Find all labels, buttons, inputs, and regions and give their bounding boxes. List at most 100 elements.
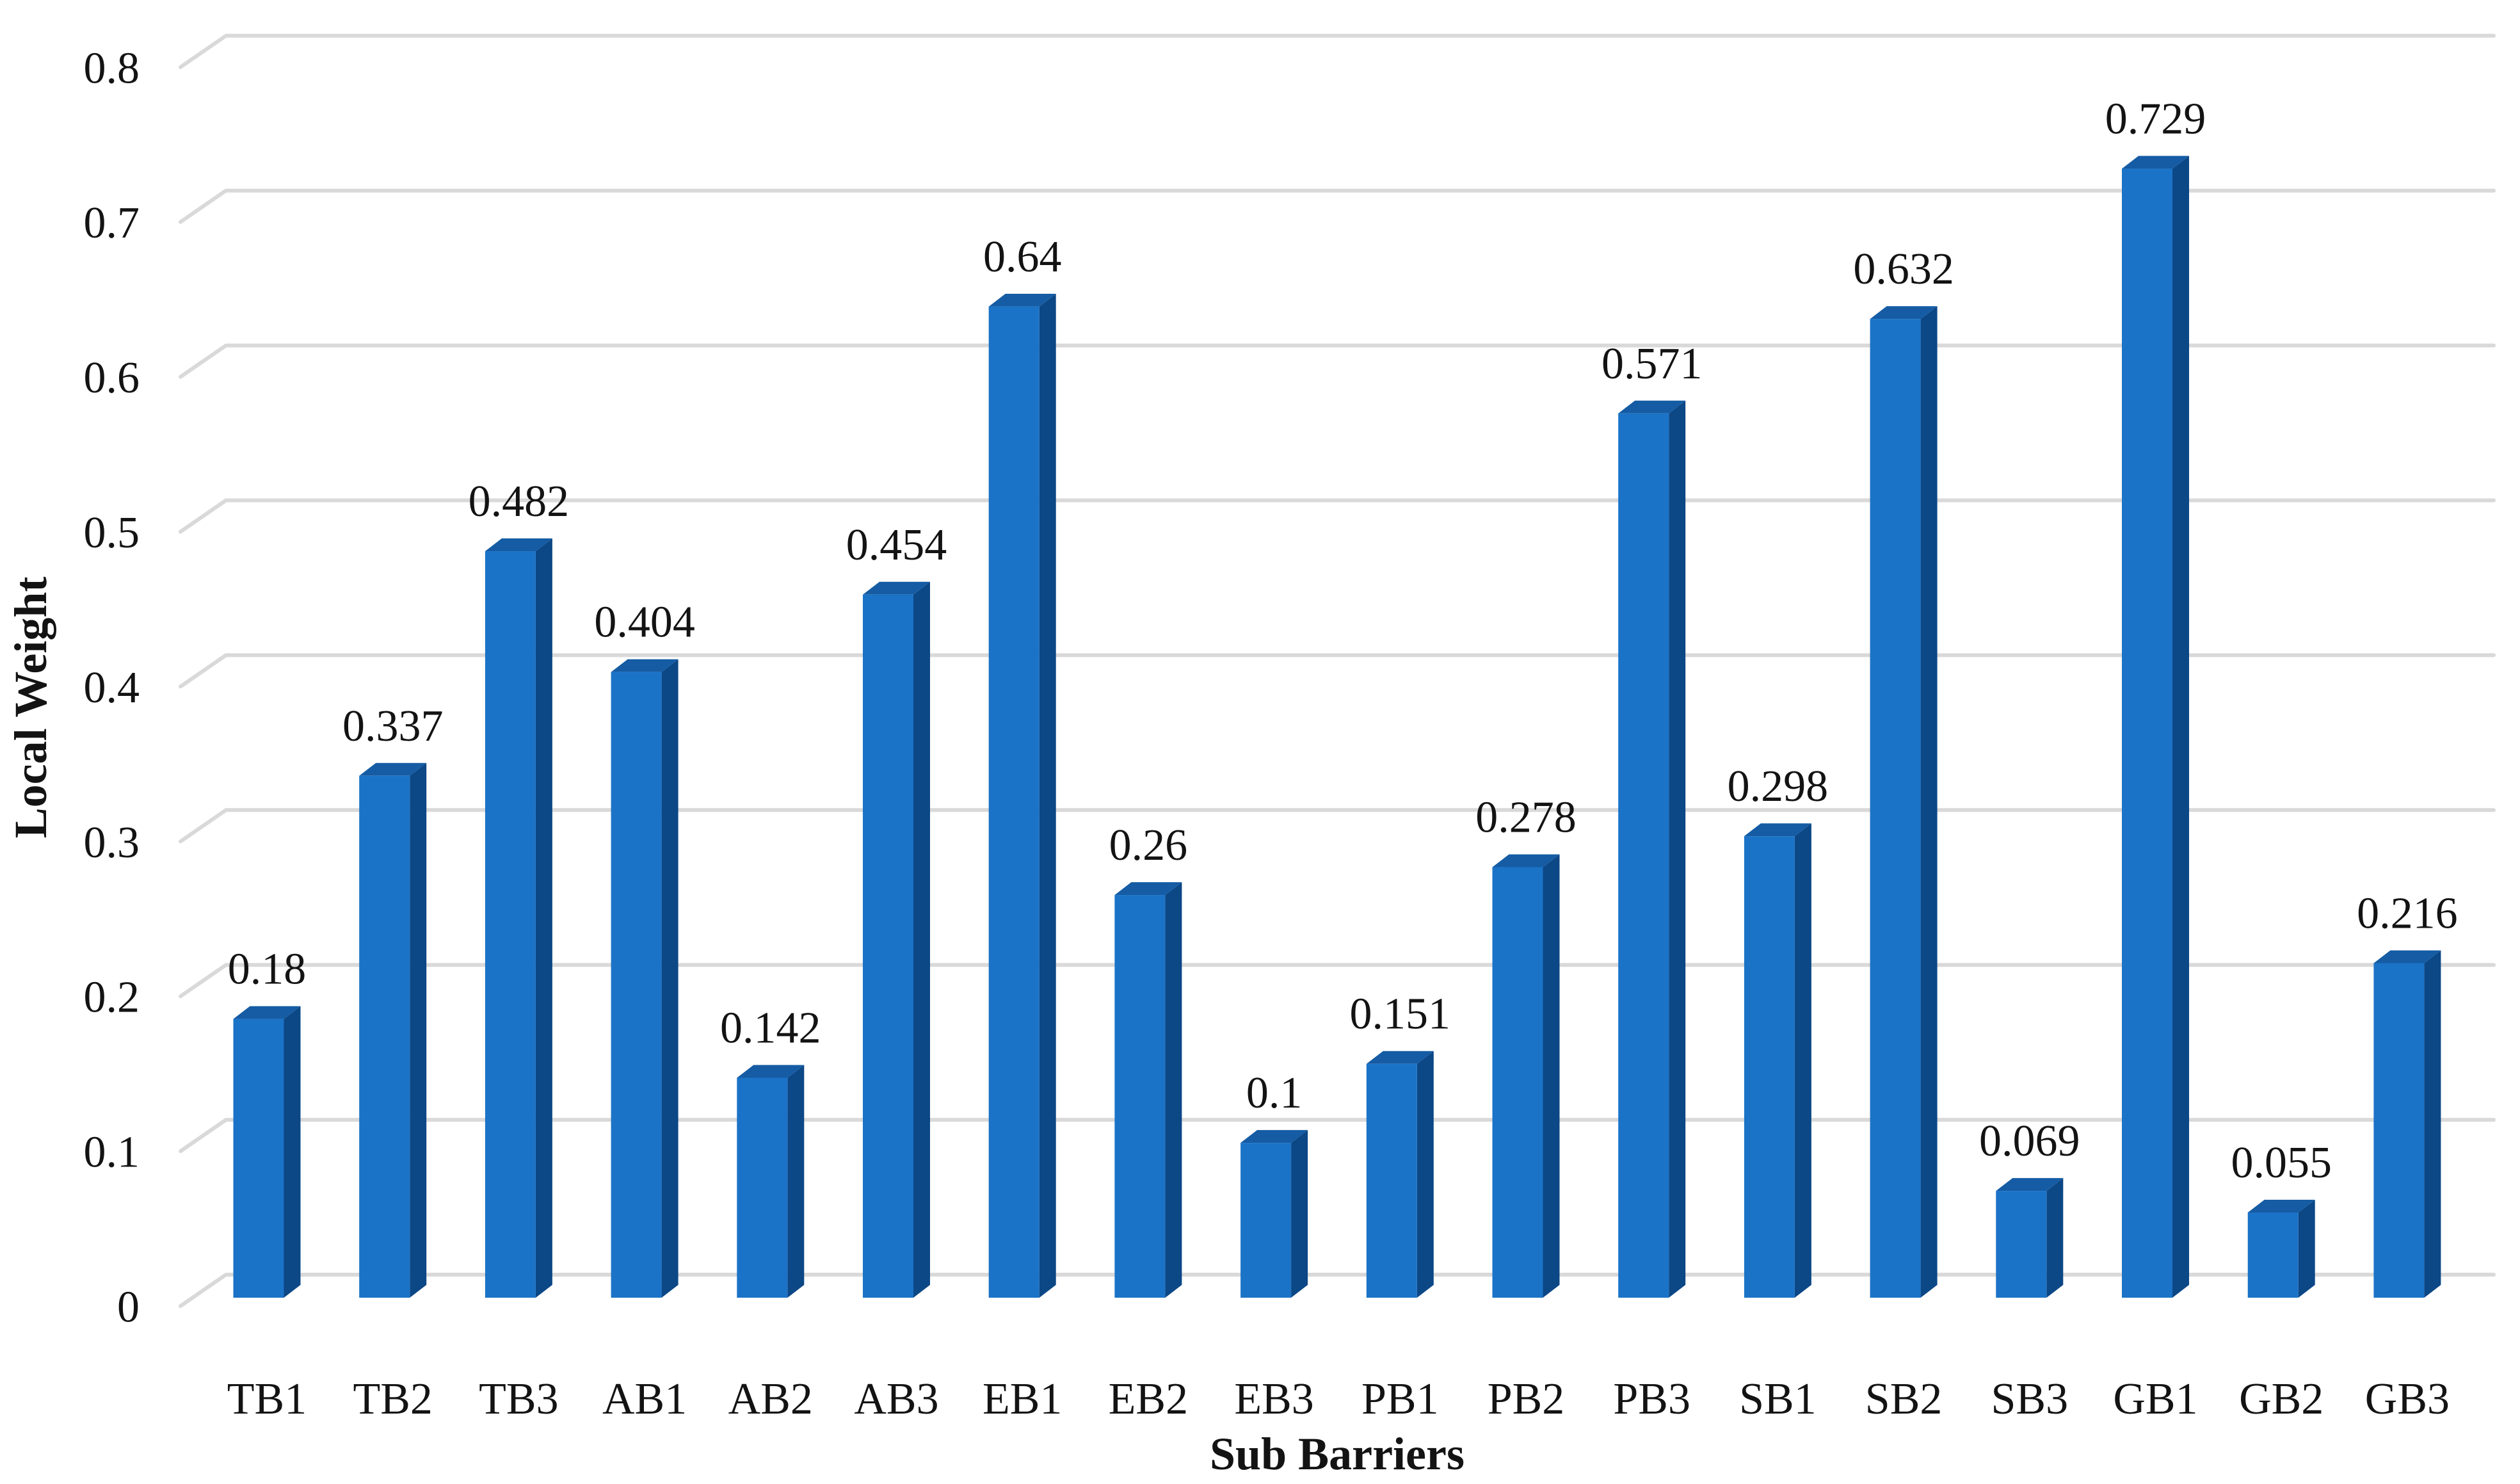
y-tick-0.3: 0.3 (84, 818, 140, 867)
bar-front-face (1996, 1191, 2047, 1298)
bar-front-face (359, 775, 410, 1298)
bar-PB2 (1492, 854, 1560, 1298)
y-tick-0.4: 0.4 (84, 663, 140, 713)
value-label-EB1: 0.64 (983, 232, 1062, 282)
bar-front-face (988, 306, 1039, 1298)
bar-side-face (1543, 854, 1560, 1298)
bar-front-face (1366, 1063, 1417, 1298)
value-label-AB3: 0.454 (846, 520, 947, 570)
y-tick-0.6: 0.6 (84, 353, 140, 403)
bar-top-face (2122, 156, 2189, 169)
gridlines (179, 33, 2496, 1308)
bar-front-face (611, 672, 662, 1298)
bar-side-face (913, 581, 930, 1298)
y-tick-0.5: 0.5 (84, 508, 140, 558)
bar-TB1 (233, 1006, 301, 1298)
bar-front-face (1870, 319, 1921, 1298)
bar-side-face (787, 1065, 805, 1298)
bar-GB3 (2373, 950, 2441, 1298)
bar-top-face (1114, 882, 1182, 896)
gridline-0.7 (179, 188, 2496, 224)
category-label-SB1: SB1 (1739, 1375, 1817, 1424)
y-axis-tick-labels: 0 0.1 0.2 0.3 0.4 0.5 0.6 0.7 0.8 (84, 44, 140, 1332)
bar-side-face (2172, 156, 2189, 1298)
bar-side-face (1920, 306, 1938, 1298)
bar-side-face (2424, 950, 2441, 1298)
bar-front-face (2122, 168, 2172, 1298)
bars (233, 156, 2441, 1298)
bar-top-face (1492, 854, 1560, 867)
bar-AB3 (863, 581, 930, 1298)
bar-AB2 (737, 1065, 805, 1298)
bar-top-face (863, 581, 930, 595)
bar-top-face (2373, 950, 2441, 964)
bar-top-face (485, 538, 552, 552)
bar-EB2 (1114, 882, 1182, 1298)
bar-front-face (1240, 1143, 1292, 1298)
bar-front-face (737, 1077, 788, 1298)
bar-side-face (661, 659, 678, 1298)
value-label-EB2: 0.26 (1109, 821, 1188, 870)
value-label-TB2: 0.337 (342, 702, 444, 751)
bar-GB1 (2122, 156, 2189, 1298)
category-label-EB1: EB1 (983, 1375, 1062, 1424)
bar-front-face (233, 1019, 284, 1298)
gridline-0.6 (179, 343, 2496, 379)
bar-side-face (410, 762, 427, 1298)
bar-EB3 (1240, 1130, 1308, 1298)
bar-SB1 (1744, 823, 1811, 1298)
category-label-SB3: SB3 (1991, 1375, 2068, 1424)
bar-EB1 (988, 293, 1056, 1298)
gridline-0 (179, 1273, 2496, 1308)
category-label-SB2: SB2 (1865, 1375, 1943, 1424)
y-axis-title: Local Weight (5, 577, 56, 839)
category-label-GB3: GB3 (2365, 1375, 2450, 1424)
bar-side-face (284, 1006, 301, 1298)
bar-side-face (535, 538, 552, 1298)
bar-front-face (1114, 895, 1166, 1298)
value-label-PB1: 0.151 (1350, 990, 1451, 1039)
bar-PB1 (1366, 1051, 1434, 1298)
bar-side-face (2046, 1178, 2064, 1298)
category-label-AB2: AB2 (728, 1375, 813, 1424)
bar-top-face (737, 1065, 805, 1078)
bar-front-face (863, 594, 913, 1298)
value-label-TB3: 0.482 (469, 477, 570, 526)
bar-top-face (1240, 1130, 1308, 1143)
gridline-0.3 (179, 808, 2496, 844)
category-label-TB3: TB3 (479, 1375, 558, 1424)
bar-top-face (988, 293, 1056, 307)
bar-SB3 (1996, 1178, 2064, 1298)
bar-front-face (485, 551, 536, 1298)
value-label-TB1: 0.18 (228, 945, 307, 994)
bar-top-face (1618, 400, 1686, 414)
gridline-0.8 (179, 33, 2496, 69)
bar-front-face (1492, 867, 1543, 1298)
category-label-GB1: GB1 (2113, 1375, 2197, 1424)
bar-top-face (1366, 1051, 1434, 1064)
bar-top-face (1996, 1178, 2064, 1191)
category-label-EB3: EB3 (1234, 1375, 1313, 1424)
bar-front-face (2373, 963, 2425, 1298)
bar-top-face (1744, 823, 1811, 837)
category-label-AB3: AB3 (854, 1375, 938, 1424)
value-label-AB2: 0.142 (720, 1004, 821, 1053)
value-label-SB3: 0.069 (1979, 1117, 2080, 1166)
y-tick-0: 0 (117, 1283, 140, 1332)
gridline-0.5 (179, 498, 2496, 534)
bar-PB3 (1618, 400, 1686, 1298)
category-label-PB2: PB2 (1488, 1375, 1565, 1424)
value-label-GB3: 0.216 (2357, 889, 2458, 938)
bar-top-face (359, 762, 427, 776)
bar-top-face (2247, 1199, 2315, 1213)
bar-front-face (1744, 836, 1795, 1298)
category-label-TB2: TB2 (353, 1375, 432, 1424)
category-label-EB2: EB2 (1109, 1375, 1188, 1424)
bar-side-face (2298, 1199, 2315, 1298)
gridline-0.1 (179, 1118, 2496, 1154)
x-axis-title: Sub Barriers (1210, 1428, 1465, 1480)
bar-front-face (2247, 1212, 2299, 1298)
value-label-SB1: 0.298 (1728, 762, 1829, 811)
bar-TB3 (485, 538, 552, 1298)
